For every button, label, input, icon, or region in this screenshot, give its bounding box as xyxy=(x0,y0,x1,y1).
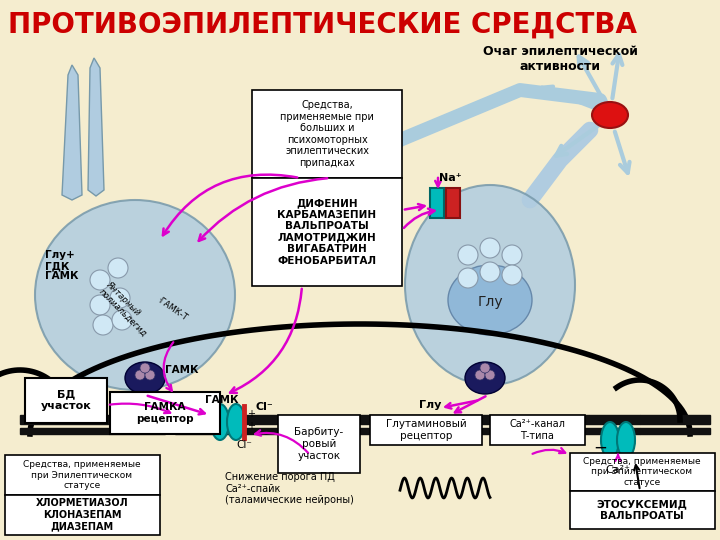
Text: −: − xyxy=(593,439,607,457)
Text: ХЛОРМЕТИАЗОЛ
КЛОНАЗЕПАМ
ДИАЗЕПАМ: ХЛОРМЕТИАЗОЛ КЛОНАЗЕПАМ ДИАЗЕПАМ xyxy=(36,498,128,531)
Circle shape xyxy=(480,262,500,282)
Circle shape xyxy=(90,270,110,290)
Bar xyxy=(570,491,715,529)
Circle shape xyxy=(145,370,155,380)
Text: Глу+
ГДК: Глу+ ГДК xyxy=(45,250,75,272)
Circle shape xyxy=(90,295,110,315)
Circle shape xyxy=(93,315,113,335)
Bar xyxy=(446,188,460,218)
Text: Глутаминовый
рецептор: Глутаминовый рецептор xyxy=(386,419,467,441)
Bar xyxy=(25,378,107,423)
Bar xyxy=(430,188,444,218)
Text: Янтарный
полиальдегид: Янтарный полиальдегид xyxy=(97,280,156,339)
Circle shape xyxy=(485,370,495,380)
Circle shape xyxy=(108,258,128,278)
Bar xyxy=(175,428,640,434)
Bar xyxy=(640,415,710,424)
Text: ГАМК: ГАМК xyxy=(45,271,78,281)
Circle shape xyxy=(475,370,485,380)
Circle shape xyxy=(480,363,490,373)
Text: Средства, применяемые
при Эпилептическом
статусе: Средства, применяемые при Эпилептическом… xyxy=(583,457,701,487)
Text: БД
участок: БД участок xyxy=(40,389,91,411)
Bar xyxy=(20,415,165,424)
Bar xyxy=(490,415,585,445)
Text: Cl⁻: Cl⁻ xyxy=(236,440,252,450)
Bar xyxy=(5,495,160,535)
Text: Средства,
применяемые при
больших и
психомоторных
эпилептических
припадках: Средства, применяемые при больших и псих… xyxy=(280,100,374,168)
Bar xyxy=(370,415,482,445)
Text: ГАМК: ГАМК xyxy=(205,395,238,405)
Bar xyxy=(252,178,402,286)
Text: Снижение порога ПД
Ca²⁺-спайк
(таламические нейроны): Снижение порога ПД Ca²⁺-спайк (таламичес… xyxy=(225,472,354,505)
Ellipse shape xyxy=(601,422,619,458)
Text: ГАМК: ГАМК xyxy=(165,365,199,375)
Text: Ca²⁺: Ca²⁺ xyxy=(606,465,631,475)
Circle shape xyxy=(110,288,130,308)
Circle shape xyxy=(502,245,522,265)
Text: Глу: Глу xyxy=(419,400,441,410)
Ellipse shape xyxy=(125,362,165,394)
Bar xyxy=(5,455,160,495)
Circle shape xyxy=(502,265,522,285)
Bar xyxy=(175,415,640,424)
Ellipse shape xyxy=(617,422,635,458)
Circle shape xyxy=(112,310,132,330)
Circle shape xyxy=(135,370,145,380)
Circle shape xyxy=(140,363,150,373)
Text: ГАМКА
рецептор: ГАМКА рецептор xyxy=(136,402,194,424)
Bar xyxy=(252,90,402,178)
Ellipse shape xyxy=(405,185,575,385)
Circle shape xyxy=(480,238,500,258)
Text: Средства, применяемые
при Эпилептическом
статусе: Средства, применяемые при Эпилептическом… xyxy=(23,460,141,490)
Ellipse shape xyxy=(592,102,628,128)
Text: ·ГАМК-Т: ·ГАМК-Т xyxy=(155,295,189,322)
Text: Барбиту-
ровый
участок: Барбиту- ровый участок xyxy=(294,427,343,461)
Text: Ca²⁺-канал
Т-типа: Ca²⁺-канал Т-типа xyxy=(509,419,565,441)
Text: Очаг эпилептической
активности: Очаг эпилептической активности xyxy=(482,45,637,73)
Ellipse shape xyxy=(35,200,235,390)
Text: Na⁺: Na⁺ xyxy=(438,173,462,183)
Bar xyxy=(570,453,715,491)
Circle shape xyxy=(458,268,478,288)
Text: ЭТОСУКСЕМИД
ВАЛЬПРОАТЫ: ЭТОСУКСЕМИД ВАЛЬПРОАТЫ xyxy=(597,499,688,521)
Polygon shape xyxy=(62,65,82,200)
Polygon shape xyxy=(88,58,104,196)
Bar xyxy=(640,428,710,434)
Ellipse shape xyxy=(211,404,229,440)
Bar xyxy=(20,428,165,434)
Bar xyxy=(278,415,360,473)
Ellipse shape xyxy=(227,404,245,440)
Text: Глу: Глу xyxy=(477,295,503,309)
Circle shape xyxy=(458,245,478,265)
Text: ДИФЕНИН
КАРБАМАЗЕПИН
ВАЛЬПРОАТЫ
ЛАМОТРИДЖИН
ВИГАБАТРИН
ФЕНОБАРБИТАЛ: ДИФЕНИН КАРБАМАЗЕПИН ВАЛЬПРОАТЫ ЛАМОТРИД… xyxy=(277,198,377,266)
Bar xyxy=(110,392,220,434)
Ellipse shape xyxy=(448,265,532,335)
Ellipse shape xyxy=(465,362,505,394)
Text: Cl⁻: Cl⁻ xyxy=(255,402,273,412)
Text: ПРОТИВОЭПИЛЕПТИЧЕСКИЕ СРЕДСТВА: ПРОТИВОЭПИЛЕПТИЧЕСКИЕ СРЕДСТВА xyxy=(8,11,637,39)
Text: +
+: + + xyxy=(247,409,255,431)
